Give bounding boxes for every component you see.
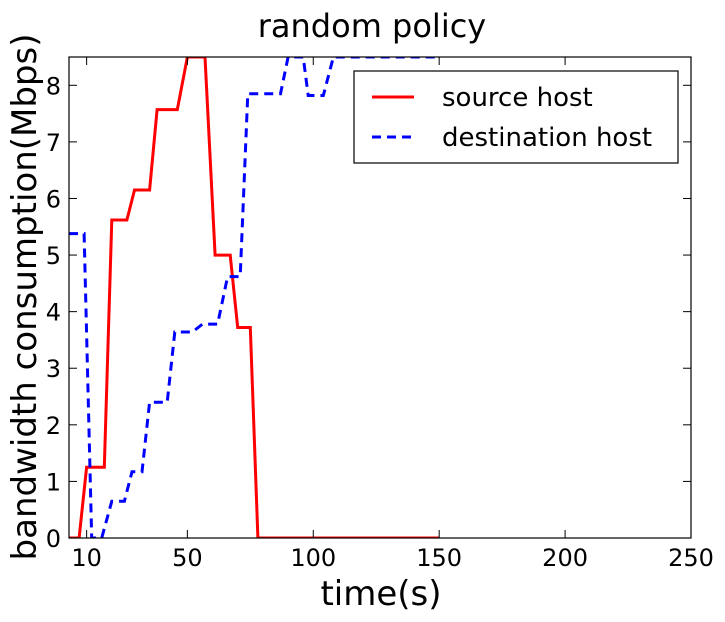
chart-title: random policy [258,7,486,45]
x-tick-label: 10 [71,544,102,572]
x-tick-label: 200 [542,544,588,572]
y-tick-label: 1 [46,468,61,496]
x-tick-label: 150 [416,544,462,572]
x-axis: 10 50 100 150 200 250 [71,57,714,572]
series-line-destination-host [69,57,440,538]
series-layer [69,57,440,538]
y-tick-label: 6 [46,185,61,213]
y-axis: 0 1 2 3 4 5 6 7 8 [46,72,691,553]
x-tick-label: 250 [668,544,714,572]
y-tick-label: 4 [46,299,61,327]
y-tick-label: 8 [46,72,61,100]
y-tick-label: 7 [46,129,61,157]
y-tick-label: 2 [46,412,61,440]
legend-label-source-host: source host [442,83,593,113]
plot-frame [68,56,692,539]
y-tick-label: 0 [46,525,61,553]
series-line-source-host [69,57,440,538]
y-tick-label: 3 [46,355,61,383]
y-tick-label: 5 [46,242,61,270]
y-axis-label: bandwidth consumption(Mbps) [5,34,45,561]
legend: source host destination host [353,70,679,164]
x-tick-label: 50 [172,544,203,572]
x-axis-label: time(s) [320,574,441,614]
legend-box [353,70,679,164]
legend-label-destination-host: destination host [442,123,652,153]
x-tick-label: 100 [290,544,336,572]
